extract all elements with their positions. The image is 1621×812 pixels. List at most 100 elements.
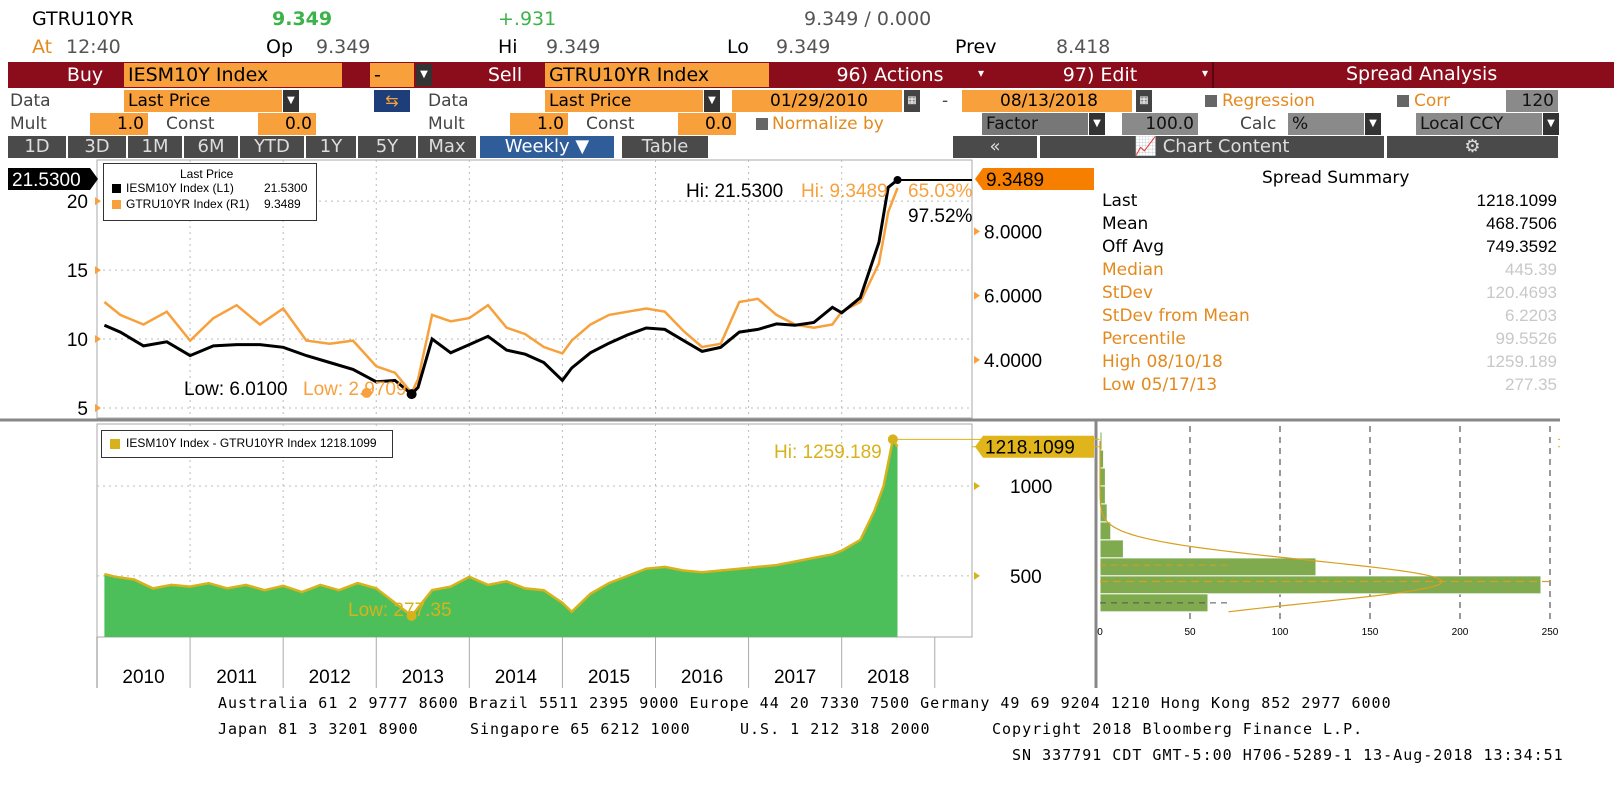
spread-last-tag xyxy=(975,435,1094,458)
lo-value: 9.349 xyxy=(776,36,831,58)
period-select[interactable]: Weekly ▼ xyxy=(480,136,614,158)
corr-window-input[interactable]: 120 xyxy=(1506,90,1558,112)
low-dot-black xyxy=(406,389,417,400)
summary-row: Low 05/17/13 277.35 xyxy=(1102,374,1557,396)
corr-checkbox[interactable] xyxy=(1397,95,1409,107)
actions-menu[interactable]: 96) Actions xyxy=(836,64,944,86)
mult-input-right[interactable]: 1.0 xyxy=(510,113,568,135)
price-change: +.931 xyxy=(498,8,557,30)
settings-button[interactable]: ⚙ xyxy=(1387,136,1558,158)
hist-x-tick-label: 0 xyxy=(1097,627,1103,638)
right-axis-tick-label: 8.0000 xyxy=(984,222,1042,243)
data-right-dropdown-icon[interactable]: ▼ xyxy=(704,90,720,112)
tick-marker xyxy=(974,571,980,580)
currency-select[interactable]: Local CCY xyxy=(1416,113,1542,135)
hist-bar xyxy=(1099,539,1124,559)
summary-row: Last 1218.1099 xyxy=(1102,190,1557,212)
factor-label: Factor xyxy=(982,113,1088,135)
sell-label: Sell xyxy=(487,64,523,86)
range-tab-1m[interactable]: 1M xyxy=(128,136,182,158)
year-tick-label: 2014 xyxy=(495,667,538,688)
ticker: GTRU10YR xyxy=(32,8,134,30)
spread-analysis-title: Spread Analysis xyxy=(1346,63,1498,85)
footer-copyright: Copyright 2018 Bloomberg Finance L.P. xyxy=(992,720,1364,738)
summary-key: Mean xyxy=(1102,214,1149,234)
summary-value: 1259.189 xyxy=(1486,352,1557,371)
operator-select[interactable]: - xyxy=(370,63,414,87)
range-tab-3d[interactable]: 3D xyxy=(68,136,126,158)
data-left-dropdown-icon[interactable]: ▼ xyxy=(283,90,299,112)
legend-series-2: GTRU10YR Index (R1) xyxy=(126,197,250,211)
spread-line xyxy=(104,435,899,618)
hist-normal-curve xyxy=(1099,441,1443,613)
actions-dropdown-icon[interactable]: ▾ xyxy=(978,66,985,80)
price-legend: Last Price IESM10Y Index (L1) 21.5300 GT… xyxy=(103,163,317,221)
range-tab-1y[interactable]: 1Y xyxy=(306,136,356,158)
right-last-tag xyxy=(975,168,1094,190)
summary-value: 445.39 xyxy=(1505,260,1557,279)
chart-content-button[interactable]: 📈 Chart Content xyxy=(1040,136,1384,158)
end-date-input[interactable]: 08/13/2018 xyxy=(962,90,1132,112)
lo-label: Lo xyxy=(727,36,749,58)
buy-security-input[interactable]: IESM10Y Index xyxy=(124,63,342,87)
legend-swatch-spread xyxy=(110,439,120,449)
left-axis-tick-label: 5 xyxy=(77,399,88,420)
currency-dropdown-icon[interactable]: ▼ xyxy=(1543,113,1559,135)
range-tab-ytd[interactable]: YTD xyxy=(240,136,304,158)
range-tab-1d[interactable]: 1D xyxy=(8,136,66,158)
range-tab-max[interactable]: Max xyxy=(418,136,476,158)
factor-dropdown-icon[interactable]: ▼ xyxy=(1089,113,1105,135)
sell-security-input[interactable]: GTRU10YR Index xyxy=(545,63,769,87)
low-label-orange: Low: 2.9709 xyxy=(303,379,407,400)
edit-menu[interactable]: 97) Edit xyxy=(1062,64,1138,86)
const-input-left[interactable]: 0.0 xyxy=(258,113,316,135)
legend-value-2: 9.3489 xyxy=(264,197,301,211)
low-label-black: Low: 6.0100 xyxy=(184,379,288,400)
left-last-value: 21.5300 xyxy=(12,170,81,191)
op-value: 9.349 xyxy=(316,36,371,58)
end-calendar-icon[interactable]: ▦ xyxy=(1136,90,1152,112)
period-label: Weekly xyxy=(504,136,570,157)
data-field-left[interactable]: Last Price xyxy=(124,90,282,112)
summary-row: StDev 120.4693 xyxy=(1102,282,1557,304)
range-tab-6m[interactable]: 6M xyxy=(184,136,238,158)
series-line-iesm10y xyxy=(103,178,899,397)
const-input-right[interactable]: 0.0 xyxy=(678,113,736,135)
swap-icon[interactable]: ⇆ xyxy=(374,90,410,112)
factor-input[interactable]: 100.0 xyxy=(1122,113,1198,135)
start-date-input[interactable]: 01/29/2010 xyxy=(732,90,902,112)
legend-swatch-orange xyxy=(112,200,121,209)
at-label: At xyxy=(32,36,53,58)
hist-x-tick-label: 200 xyxy=(1452,627,1469,638)
summary-row: StDev from Mean 6.2203 xyxy=(1102,305,1557,327)
spread-low-dot xyxy=(406,610,417,621)
regression-checkbox[interactable] xyxy=(1205,95,1217,107)
collapse-button[interactable]: « xyxy=(953,136,1037,158)
right-axis-tick-label: 6.0000 xyxy=(984,287,1042,308)
calc-dropdown-icon[interactable]: ▼ xyxy=(1365,113,1381,135)
tick-marker xyxy=(95,335,101,344)
start-calendar-icon[interactable]: ▦ xyxy=(904,90,920,112)
tick-marker xyxy=(974,291,980,300)
op-label: Op xyxy=(266,36,294,58)
tick-marker xyxy=(974,481,980,490)
summary-value: 1218.1099 xyxy=(1476,191,1557,210)
period-dropdown-icon[interactable]: ▼ xyxy=(575,136,590,157)
tick-marker xyxy=(974,355,980,364)
hist-x-tick-label: 150 xyxy=(1362,627,1379,638)
data-field-right[interactable]: Last Price xyxy=(545,90,703,112)
bar-divider xyxy=(1212,62,1214,88)
range-tab-5y[interactable]: 5Y xyxy=(358,136,416,158)
prev-value: 8.418 xyxy=(1056,36,1111,58)
footer-session: SN 337791 CDT GMT-5:00 H706-5289-1 13-Au… xyxy=(1012,746,1564,764)
summary-row: Mean 468.7506 xyxy=(1102,213,1557,235)
date-separator: - xyxy=(942,91,949,111)
table-button[interactable]: Table xyxy=(622,136,708,158)
calc-select[interactable]: % xyxy=(1288,113,1364,135)
normalize-checkbox[interactable] xyxy=(756,118,768,130)
hist-bar xyxy=(1099,521,1112,541)
operator-dropdown-icon[interactable]: ▼ xyxy=(416,64,432,86)
edit-dropdown-icon[interactable]: ▾ xyxy=(1202,66,1209,80)
mult-input-left[interactable]: 1.0 xyxy=(90,113,148,135)
spread-axis-tick-label: 500 xyxy=(1010,567,1042,588)
